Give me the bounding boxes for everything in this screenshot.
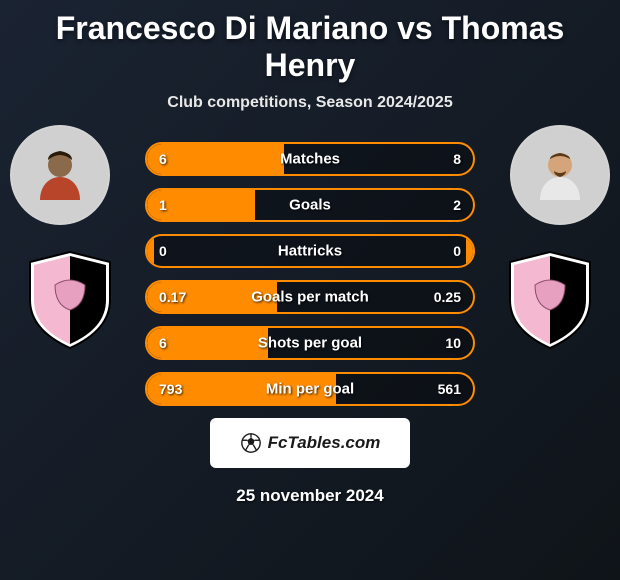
- stat-label: Matches: [280, 151, 340, 168]
- stat-value-right: 8: [453, 151, 461, 167]
- stat-row: 0.17 Goals per match 0.25: [145, 280, 475, 314]
- bar-left: [147, 144, 284, 174]
- date-label: 25 november 2024: [0, 486, 620, 506]
- stat-row: 793 Min per goal 561: [145, 372, 475, 406]
- club-right-crest: [500, 250, 600, 350]
- stat-value-left: 0.17: [159, 289, 186, 305]
- shield-icon: [505, 250, 595, 350]
- stat-value-left: 6: [159, 335, 167, 351]
- stat-row: 1 Goals 2: [145, 188, 475, 222]
- stat-value-left: 1: [159, 197, 167, 213]
- stat-value-left: 793: [159, 381, 182, 397]
- subtitle: Club competitions, Season 2024/2025: [0, 94, 620, 112]
- club-left-crest: [20, 250, 120, 350]
- person-icon: [30, 145, 90, 205]
- stat-value-right: 0.25: [434, 289, 461, 305]
- soccer-ball-icon: [240, 432, 262, 454]
- brand-badge: FcTables.com: [210, 418, 410, 468]
- stat-value-right: 10: [445, 335, 461, 351]
- player-left-avatar: [10, 125, 110, 225]
- bar-left: [147, 236, 154, 266]
- stat-row: 0 Hattricks 0: [145, 234, 475, 268]
- stat-value-right: 0: [453, 243, 461, 259]
- player-right-avatar: [510, 125, 610, 225]
- stat-row: 6 Shots per goal 10: [145, 326, 475, 360]
- shield-icon: [25, 250, 115, 350]
- person-icon: [530, 145, 590, 205]
- stat-value-left: 6: [159, 151, 167, 167]
- page-title: Francesco Di Mariano vs Thomas Henry: [0, 10, 620, 84]
- brand-label: FcTables.com: [268, 433, 381, 453]
- stat-row: 6 Matches 8: [145, 142, 475, 176]
- main-container: Francesco Di Mariano vs Thomas Henry Clu…: [0, 0, 620, 516]
- stat-label: Goals per match: [251, 289, 369, 306]
- stat-label: Min per goal: [266, 381, 354, 398]
- stat-value-right: 2: [453, 197, 461, 213]
- stats-list: 6 Matches 8 1 Goals 2 0 Hattricks 0 0.17 Goals per…: [145, 142, 475, 406]
- stat-value-left: 0: [159, 243, 167, 259]
- stat-label: Shots per goal: [258, 335, 362, 352]
- bar-right: [466, 236, 473, 266]
- stat-label: Hattricks: [278, 243, 342, 260]
- stat-label: Goals: [289, 197, 331, 214]
- stat-value-right: 561: [438, 381, 461, 397]
